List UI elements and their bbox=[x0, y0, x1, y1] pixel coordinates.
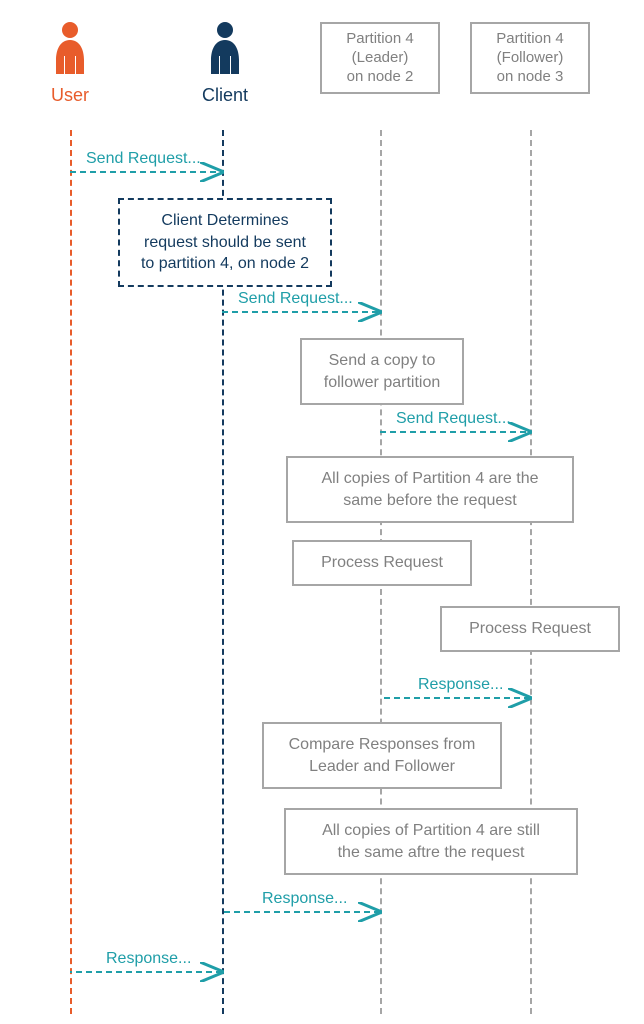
participant-leader-l3: on node 2 bbox=[326, 68, 434, 87]
actor-user-label: User bbox=[50, 85, 90, 106]
actor-client-label: Client bbox=[202, 85, 248, 106]
msg-label-6: Response... bbox=[106, 950, 191, 968]
participant-follower: Partition 4 (Follower) on node 3 bbox=[470, 22, 590, 94]
note-line: request should be sent bbox=[128, 232, 322, 254]
note-line: Process Request bbox=[450, 618, 610, 640]
lifeline-follower bbox=[530, 130, 532, 1014]
note-process-request-follower: Process Request bbox=[440, 606, 620, 652]
msg-label-1: Send Request... bbox=[86, 150, 201, 168]
participant-leader-l1: Partition 4 bbox=[326, 30, 434, 49]
note-line: follower partition bbox=[310, 372, 454, 394]
participant-leader: Partition 4 (Leader) on node 2 bbox=[320, 22, 440, 94]
note-line: to partition 4, on node 2 bbox=[128, 253, 322, 275]
note-line: same before the request bbox=[296, 490, 564, 512]
note-line: All copies of Partition 4 are the bbox=[296, 468, 564, 490]
person-icon bbox=[205, 20, 245, 76]
note-line: Client Determines bbox=[128, 210, 322, 232]
note-client-determines: Client Determines request should be sent… bbox=[118, 198, 332, 287]
note-line: Send a copy to bbox=[310, 350, 454, 372]
participant-leader-l2: (Leader) bbox=[326, 49, 434, 68]
participant-follower-l1: Partition 4 bbox=[476, 30, 584, 49]
note-all-copies-before: All copies of Partition 4 are the same b… bbox=[286, 456, 574, 523]
sequence-diagram: User Client Partition 4 (Leader) on node… bbox=[0, 0, 644, 1024]
msg-label-5: Response... bbox=[262, 890, 347, 908]
note-process-request-leader: Process Request bbox=[292, 540, 472, 586]
msg-label-4: Response... bbox=[418, 676, 503, 694]
note-line: Compare Responses from bbox=[272, 734, 492, 756]
note-all-copies-after: All copies of Partition 4 are still the … bbox=[284, 808, 578, 875]
note-send-copy: Send a copy to follower partition bbox=[300, 338, 464, 405]
participant-follower-l2: (Follower) bbox=[476, 49, 584, 68]
note-line: Process Request bbox=[302, 552, 462, 574]
note-line: Leader and Follower bbox=[272, 756, 492, 778]
participant-follower-l3: on node 3 bbox=[476, 68, 584, 87]
actor-user: User bbox=[50, 20, 90, 106]
lifeline-user bbox=[70, 130, 72, 1014]
msg-label-3: Send Request... bbox=[396, 410, 511, 428]
note-line: the same aftre the request bbox=[294, 842, 568, 864]
note-compare-responses: Compare Responses from Leader and Follow… bbox=[262, 722, 502, 789]
msg-label-2: Send Request... bbox=[238, 290, 353, 308]
person-icon bbox=[50, 20, 90, 76]
note-line: All copies of Partition 4 are still bbox=[294, 820, 568, 842]
actor-client: Client bbox=[202, 20, 248, 106]
